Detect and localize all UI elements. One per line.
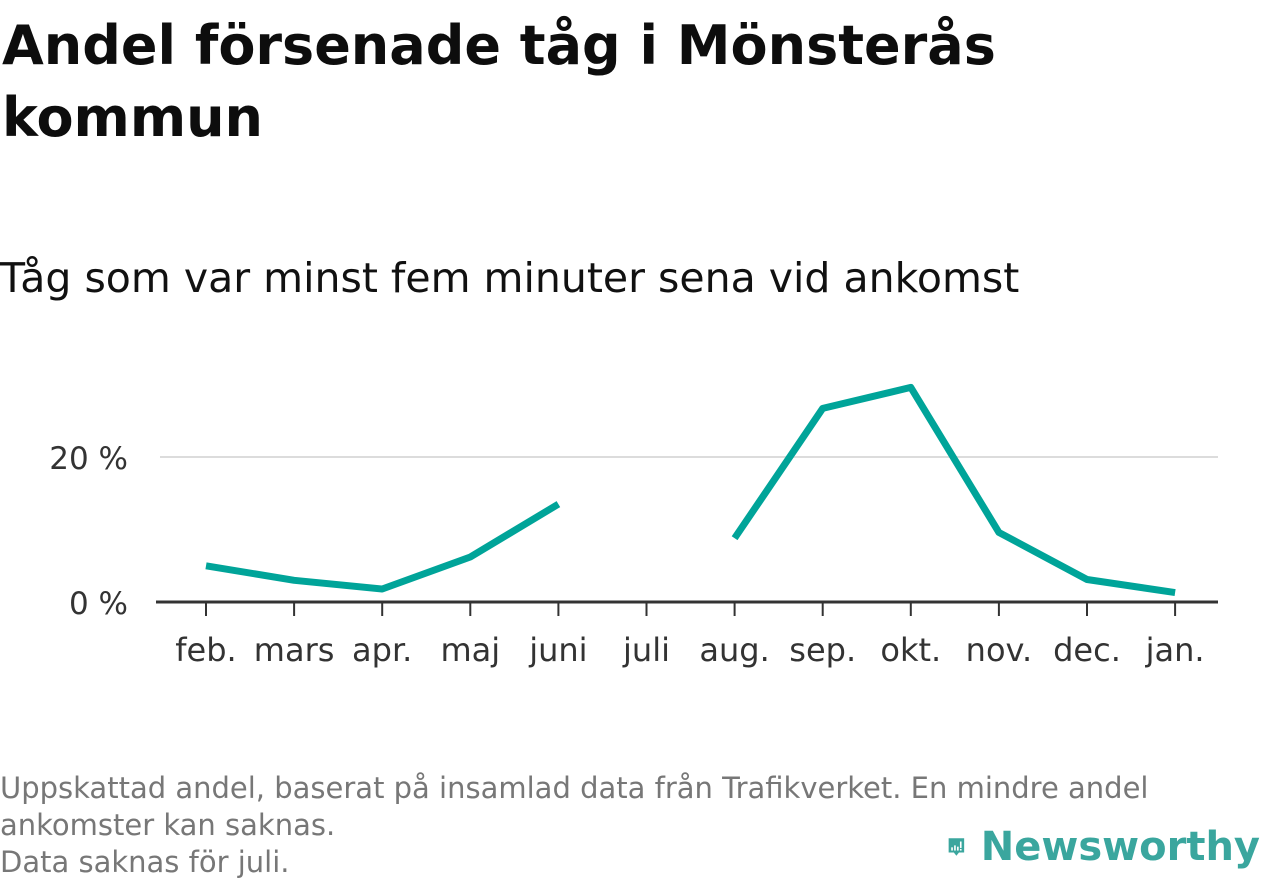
newsworthy-logo-icon	[948, 838, 965, 856]
x-tick-label-2: apr.	[352, 631, 412, 669]
x-tick-label-8: okt.	[880, 631, 941, 669]
series-layer	[205, 383, 1176, 597]
chart-title: Andel försenade tåg i Mönsterås kommun	[2, 14, 996, 149]
x-tick-label-4: juni	[528, 631, 587, 669]
label-layer: 0 % 20 % feb. mars apr. maj juni juli aug. sep. ok…	[49, 441, 1204, 669]
x-tick-label-0: feb.	[175, 631, 236, 669]
x-tick-label-7: sep.	[789, 631, 856, 669]
x-tick-label-6: aug.	[699, 631, 769, 669]
x-tick-label-5: juli	[622, 631, 670, 669]
brand: Newsworthy	[948, 818, 1260, 876]
x-tick-label-1: mars	[254, 631, 335, 669]
x-tick-label-3: maj	[440, 631, 500, 669]
footnote: Uppskattad andel, baserat på insamlad da…	[0, 770, 1149, 879]
series-0-segment-1	[731, 383, 1176, 597]
footnote-line-2: ankomster kan saknas.	[0, 808, 336, 842]
line-chart: 0 % 20 % feb. mars apr. maj juni juli aug. sep. ok…	[49, 383, 1218, 669]
chart-subtitle: Tåg som var minst fem minuter sena vid a…	[0, 254, 1020, 302]
footnote-line-1: Uppskattad andel, baserat på insamlad da…	[0, 771, 1149, 805]
series-0-segment-0	[205, 501, 561, 593]
x-tick-label-11: jan.	[1145, 631, 1205, 669]
x-tick-label-10: dec.	[1053, 631, 1121, 669]
y-tick-label-0: 0 %	[69, 586, 128, 622]
axis-layer	[156, 600, 1218, 616]
footnote-line-3: Data saknas för juli.	[0, 845, 290, 879]
x-tick-label-9: nov.	[966, 631, 1032, 669]
brand-name: Newsworthy	[980, 824, 1260, 870]
y-tick-label-1: 20 %	[49, 441, 128, 477]
